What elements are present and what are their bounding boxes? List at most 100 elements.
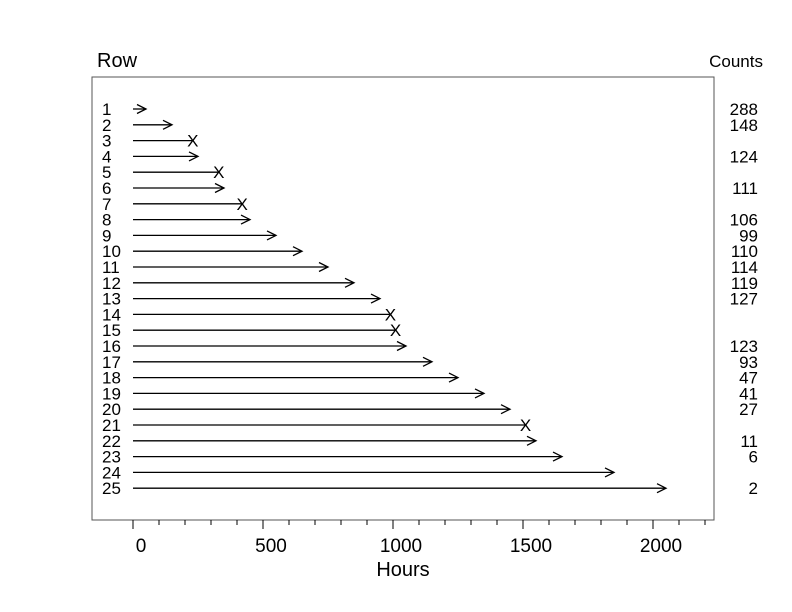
row-header: Row xyxy=(97,50,138,72)
event-row: 1 288 xyxy=(102,100,758,119)
row-label: 11 xyxy=(102,258,120,277)
failure-x-marker: X xyxy=(390,321,401,340)
count-label: 6 xyxy=(749,448,758,467)
row-label: 20 xyxy=(102,400,121,419)
censor-arrow-head xyxy=(188,151,200,162)
x-axis: 0 500 1000 1500 2000 xyxy=(132,520,706,557)
row-label: 18 xyxy=(102,369,121,388)
censor-arrow-head xyxy=(526,435,538,446)
event-row: 23 6 xyxy=(102,448,758,467)
event-row: 25 2 xyxy=(102,479,758,498)
x-axis-label: Hours xyxy=(376,559,429,581)
event-row: 14 X xyxy=(102,305,396,324)
x-tick-label: 2000 xyxy=(640,536,682,557)
event-row: 12 119 xyxy=(102,274,758,293)
row-label: 5 xyxy=(102,163,111,182)
event-row: 20 27 xyxy=(102,400,758,419)
censor-arrow-head xyxy=(240,214,252,225)
censor-arrow-head xyxy=(396,340,408,352)
count-label: 123 xyxy=(730,337,758,356)
censor-arrow-head xyxy=(604,467,616,478)
event-row: 19 41 xyxy=(102,384,758,403)
failure-x-marker: X xyxy=(385,305,396,324)
count-label: 47 xyxy=(739,369,758,388)
row-label: 6 xyxy=(102,179,111,198)
row-label: 3 xyxy=(102,132,111,151)
count-label: 99 xyxy=(739,226,758,245)
counts-header: Counts xyxy=(709,52,763,71)
row-label: 24 xyxy=(102,463,121,482)
censor-arrow-head xyxy=(474,388,486,399)
row-label: 25 xyxy=(102,479,121,498)
count-label: 106 xyxy=(730,211,758,230)
event-row: 24 xyxy=(102,463,616,482)
event-row: 21 X xyxy=(102,416,531,435)
event-row: 11 114 xyxy=(102,258,758,277)
row-label: 22 xyxy=(102,432,121,451)
censor-arrow-head xyxy=(292,246,304,257)
censor-arrow-head xyxy=(370,293,382,304)
row-label: 2 xyxy=(102,116,111,135)
count-label: 41 xyxy=(739,384,758,403)
count-label: 127 xyxy=(730,290,758,309)
event-row: 18 47 xyxy=(102,369,758,388)
event-row: 2 148 xyxy=(102,116,758,135)
failure-x-marker: X xyxy=(520,416,531,435)
row-label: 19 xyxy=(102,384,121,403)
count-label: 124 xyxy=(730,147,758,166)
event-row: 22 11 xyxy=(102,432,758,451)
row-label: 8 xyxy=(102,211,111,230)
event-row: 4 124 xyxy=(102,147,758,166)
event-row: 8 106 xyxy=(102,211,758,230)
censor-arrow-head xyxy=(344,277,356,288)
count-label: 288 xyxy=(730,100,758,119)
censor-arrow-head xyxy=(422,356,434,367)
count-label: 119 xyxy=(731,274,758,293)
row-label: 21 xyxy=(102,416,121,435)
count-label: 110 xyxy=(731,242,758,261)
censor-arrow-head xyxy=(162,119,174,130)
event-row: 9 99 xyxy=(102,226,758,245)
row-label: 23 xyxy=(102,448,121,467)
count-label: 111 xyxy=(732,179,758,198)
failure-x-marker: X xyxy=(213,163,224,182)
event-row: 6 111 xyxy=(102,179,758,198)
censor-arrow-head xyxy=(136,103,148,115)
row-label: 14 xyxy=(102,305,121,324)
row-label: 10 xyxy=(102,242,121,261)
count-label: 27 xyxy=(739,400,758,419)
event-row: 10 110 xyxy=(102,242,758,261)
count-label: 114 xyxy=(731,258,758,277)
censor-arrow-head xyxy=(318,261,330,273)
row-label: 1 xyxy=(102,100,111,119)
censor-arrow-head xyxy=(500,404,512,415)
censor-arrow-head xyxy=(552,451,564,462)
failure-x-marker: X xyxy=(237,195,248,214)
row-label: 17 xyxy=(102,353,121,372)
event-row: 13 127 xyxy=(102,290,758,309)
event-row: 16 123 xyxy=(102,337,758,356)
count-label: 148 xyxy=(730,116,758,135)
x-tick-label: 500 xyxy=(255,536,287,557)
row-label: 4 xyxy=(102,147,111,166)
x-tick-label: 1000 xyxy=(380,536,422,557)
row-label: 13 xyxy=(102,290,121,309)
row-label: 16 xyxy=(102,337,121,356)
event-row: 15 X xyxy=(102,321,401,340)
censor-arrow-head xyxy=(656,483,668,494)
plot-frame xyxy=(91,76,715,521)
count-label: 93 xyxy=(739,353,758,372)
row-label: 12 xyxy=(102,274,121,293)
row-label: 9 xyxy=(102,226,111,245)
x-tick-label: 1500 xyxy=(510,536,552,557)
count-label: 2 xyxy=(749,479,758,498)
x-tick-label: 0 xyxy=(136,536,147,557)
row-label: 15 xyxy=(102,321,121,340)
censor-arrow-head xyxy=(266,230,278,241)
failure-x-marker: X xyxy=(187,132,198,151)
